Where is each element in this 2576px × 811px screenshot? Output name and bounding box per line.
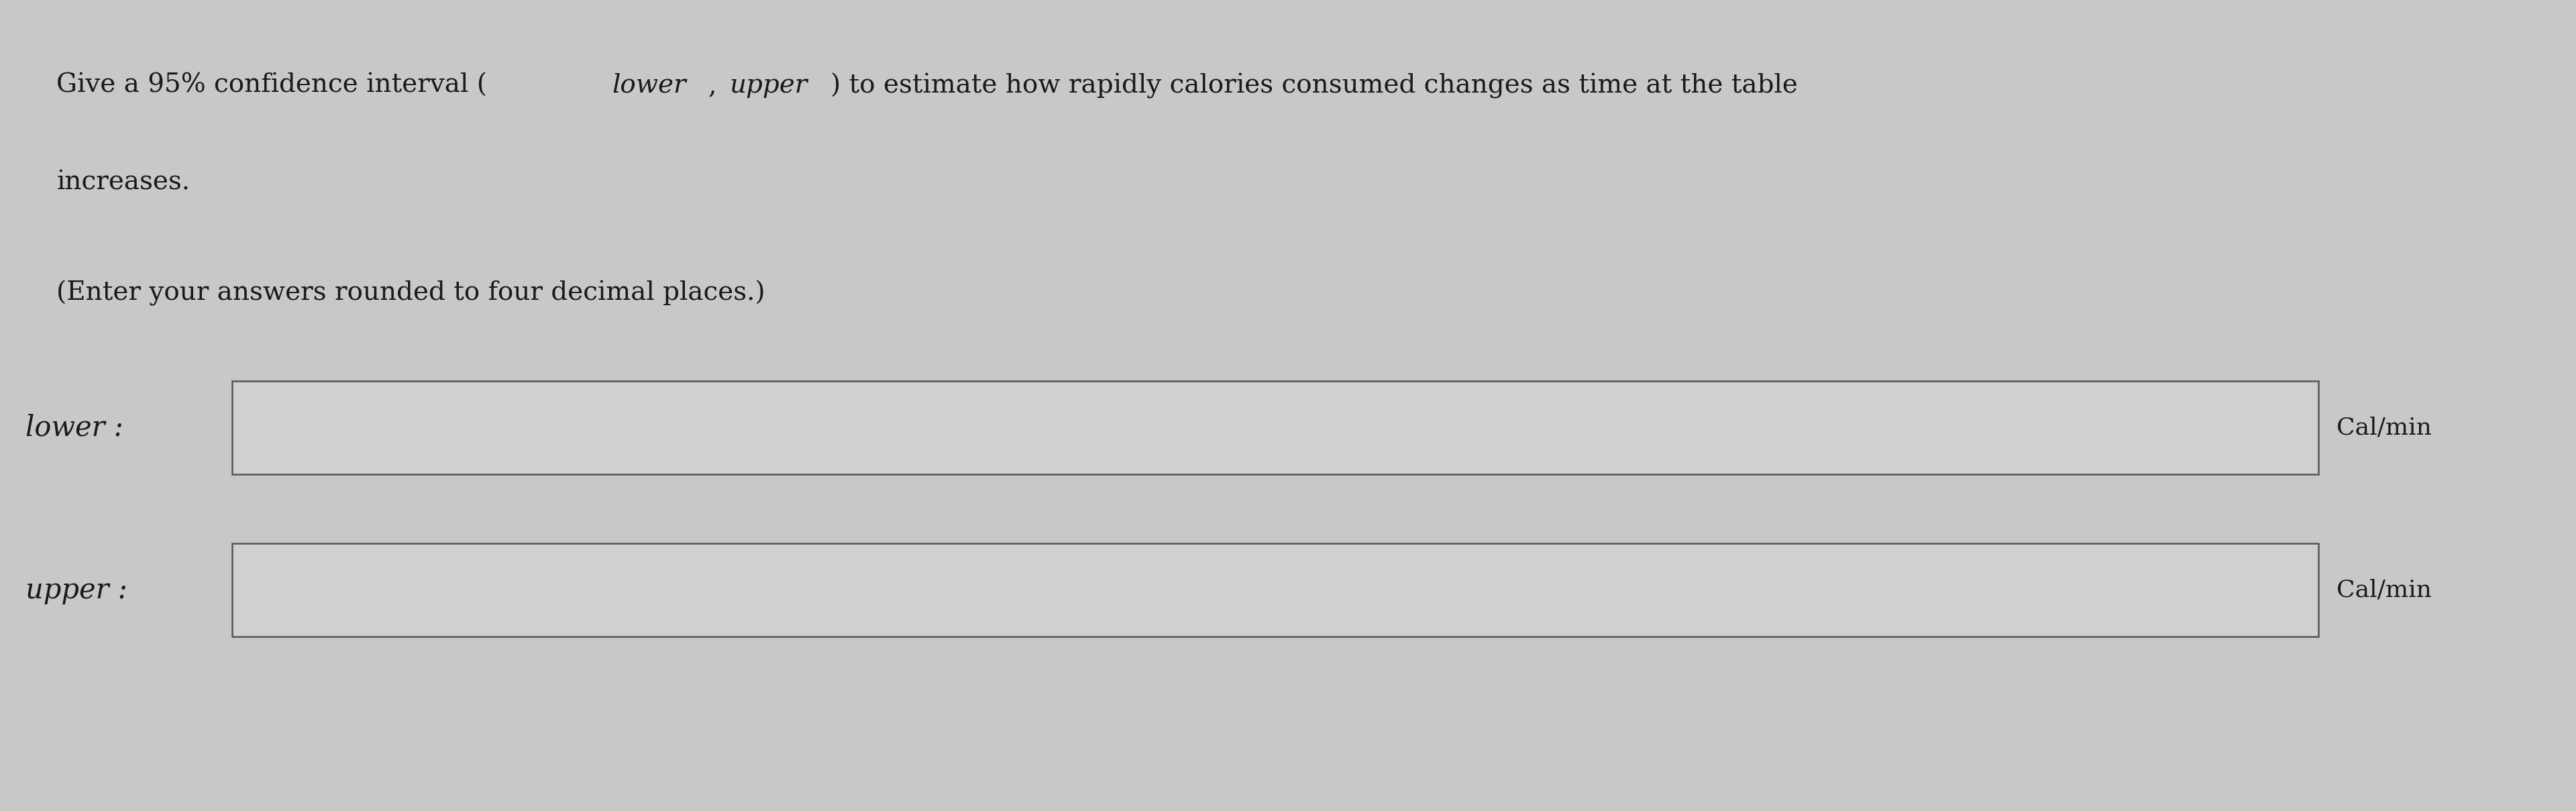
- Text: Cal/min: Cal/min: [2336, 578, 2432, 602]
- Text: Cal/min: Cal/min: [2336, 416, 2432, 440]
- Text: lower: lower: [613, 73, 688, 98]
- Text: ,: ,: [708, 73, 724, 98]
- FancyBboxPatch shape: [232, 381, 2318, 474]
- Text: upper :: upper :: [26, 576, 129, 604]
- FancyBboxPatch shape: [232, 543, 2318, 637]
- Text: (Enter your answers rounded to four decimal places.): (Enter your answers rounded to four deci…: [57, 280, 765, 306]
- Text: upper: upper: [729, 73, 809, 98]
- Text: lower :: lower :: [26, 414, 124, 442]
- Text: ) to estimate how rapidly calories consumed changes as time at the table: ) to estimate how rapidly calories consu…: [829, 73, 1798, 99]
- Text: increases.: increases.: [57, 170, 191, 195]
- Text: Give a 95% confidence interval (: Give a 95% confidence interval (: [57, 73, 487, 98]
